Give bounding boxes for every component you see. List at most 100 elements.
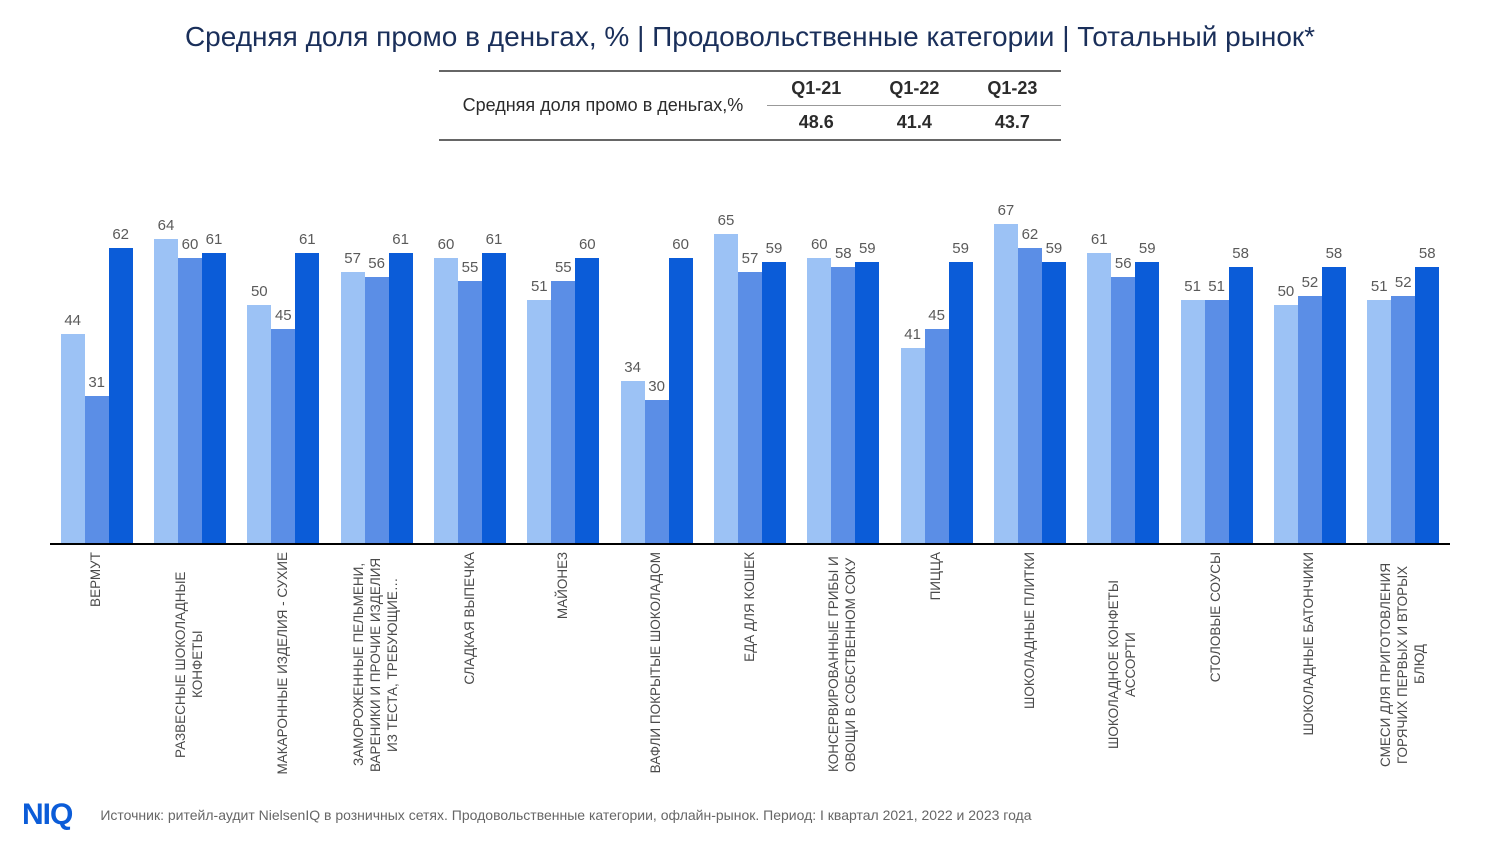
bar-value-label: 62	[112, 226, 129, 243]
bar-value-label: 61	[299, 231, 316, 248]
category-label: ВАФЛИ ПОКРЫТЫЕ ШОКОЛАДОМ	[610, 552, 703, 782]
summary-value-1: 41.4	[865, 105, 963, 140]
bar-value-label: 58	[1419, 245, 1436, 262]
bar-value-label: 41	[904, 326, 921, 343]
bar-value-label: 61	[486, 231, 503, 248]
bar-value-label: 51	[1371, 278, 1388, 295]
bar-value-label: 52	[1302, 274, 1319, 291]
bar-value-label: 61	[206, 231, 223, 248]
bar-series-2: 59	[762, 262, 786, 543]
bar-series-1: 58	[831, 267, 855, 543]
summary-period-2: Q1-23	[963, 71, 1061, 106]
bar-series-1: 31	[85, 396, 109, 543]
bar-series-2: 59	[1042, 262, 1066, 543]
bar-series-1: 55	[551, 281, 575, 543]
bar-series-0: 60	[434, 258, 458, 543]
bar-series-2: 59	[949, 262, 973, 543]
bar-value-label: 60	[579, 236, 596, 253]
bar-series-0: 50	[247, 305, 271, 543]
bar-series-2: 59	[1135, 262, 1159, 543]
bar-group: 676259	[983, 210, 1076, 543]
bar-series-0: 51	[527, 300, 551, 543]
bar-value-label: 44	[64, 312, 81, 329]
bar-value-label: 51	[1184, 278, 1201, 295]
category-label: СТОЛОВЫЕ СОУСЫ	[1170, 552, 1263, 782]
category-label: ШОКОЛАДНЫЕ БАТОНЧИКИ	[1263, 552, 1356, 782]
bar-group: 615659	[1077, 210, 1170, 543]
niq-logo: NIQ	[22, 798, 72, 832]
bar-value-label: 30	[648, 378, 665, 395]
bar-series-0: 51	[1181, 300, 1205, 543]
bar-value-label: 59	[1046, 240, 1063, 257]
bar-series-0: 65	[714, 234, 738, 543]
summary-label: Средняя доля промо в деньгах,%	[439, 71, 768, 140]
category-label: СЛАДКАЯ ВЫПЕЧКА	[423, 552, 516, 782]
bar-series-1: 55	[458, 281, 482, 543]
bar-series-1: 30	[645, 400, 669, 543]
bar-value-label: 50	[1278, 283, 1295, 300]
summary-period-1: Q1-22	[865, 71, 963, 106]
bar-series-2: 62	[109, 248, 133, 543]
summary-value-0: 48.6	[767, 105, 865, 140]
bar-value-label: 57	[742, 250, 759, 267]
bar-value-label: 59	[952, 240, 969, 257]
bar-value-label: 56	[1115, 255, 1132, 272]
bar-value-label: 59	[859, 240, 876, 257]
bar-group: 655759	[703, 210, 796, 543]
category-label: КОНСЕРВИРОВАННЫЕ ГРИБЫ И ОВОЩИ В СОБСТВЕ…	[797, 552, 890, 782]
bar-value-label: 56	[368, 255, 385, 272]
category-labels-row: ВЕРМУТРАЗВЕСНЫЕ ШОКОЛАДНЫЕ КОНФЕТЫМАКАРО…	[50, 552, 1450, 782]
source-text: Источник: ритейл-аудит NielsenIQ в розни…	[100, 807, 1031, 823]
bar-value-label: 57	[344, 250, 361, 267]
category-label: ЗАМОРОЖЕННЫЕ ПЕЛЬМЕНИ, ВАРЕНИКИ И ПРОЧИЕ…	[330, 552, 423, 782]
bar-series-1: 52	[1298, 296, 1322, 543]
bar-value-label: 50	[251, 283, 268, 300]
bar-group: 646061	[143, 210, 236, 543]
category-label: СМЕСИ ДЛЯ ПРИГОТОВЛЕНИЯ ГОРЯЧИХ ПЕРВЫХ И…	[1357, 552, 1450, 782]
chart-title: Средняя доля промо в деньгах, % | Продов…	[0, 0, 1500, 64]
bar-group: 515158	[1170, 210, 1263, 543]
bar-chart: 4431626460615045615756616055615155603430…	[50, 210, 1450, 545]
category-label: ШОКОЛАДНЫЕ ПЛИТКИ	[983, 552, 1076, 782]
bar-group: 504561	[237, 210, 330, 543]
bar-value-label: 62	[1022, 226, 1039, 243]
bar-series-0: 34	[621, 381, 645, 543]
bar-value-label: 64	[158, 217, 175, 234]
bar-value-label: 65	[718, 212, 735, 229]
summary-table: Средняя доля промо в деньгах,% Q1-21 Q1-…	[439, 70, 1062, 141]
summary-period-0: Q1-21	[767, 71, 865, 106]
bar-series-2: 58	[1229, 267, 1253, 543]
bar-value-label: 61	[1091, 231, 1108, 248]
bar-series-1: 51	[1205, 300, 1229, 543]
bar-series-0: 60	[807, 258, 831, 543]
bar-series-1: 62	[1018, 248, 1042, 543]
bar-value-label: 55	[555, 259, 572, 276]
bar-series-0: 64	[154, 239, 178, 543]
bar-group: 343060	[610, 210, 703, 543]
bar-series-2: 58	[1322, 267, 1346, 543]
summary-value-2: 43.7	[963, 105, 1061, 140]
bar-value-label: 45	[275, 307, 292, 324]
bar-value-label: 51	[531, 278, 548, 295]
bar-value-label: 34	[624, 359, 641, 376]
bar-value-label: 55	[462, 259, 479, 276]
bar-series-2: 60	[669, 258, 693, 543]
bar-series-1: 45	[271, 329, 295, 543]
category-label: МАЙОНЕЗ	[517, 552, 610, 782]
category-label: МАКАРОННЫЕ ИЗДЕЛИЯ - СУХИЕ	[237, 552, 330, 782]
bar-value-label: 60	[672, 236, 689, 253]
bar-series-1: 57	[738, 272, 762, 543]
bar-series-0: 57	[341, 272, 365, 543]
bar-value-label: 59	[766, 240, 783, 257]
category-label: ПИЦЦА	[890, 552, 983, 782]
bar-series-2: 61	[482, 253, 506, 543]
bar-series-2: 61	[295, 253, 319, 543]
bar-value-label: 31	[88, 374, 105, 391]
bar-series-1: 56	[365, 277, 389, 543]
bar-value-label: 67	[998, 202, 1015, 219]
bar-value-label: 60	[811, 236, 828, 253]
bar-group: 515258	[1357, 210, 1450, 543]
bar-series-0: 61	[1087, 253, 1111, 543]
category-label: ВЕРМУТ	[50, 552, 143, 782]
bar-series-0: 67	[994, 224, 1018, 543]
